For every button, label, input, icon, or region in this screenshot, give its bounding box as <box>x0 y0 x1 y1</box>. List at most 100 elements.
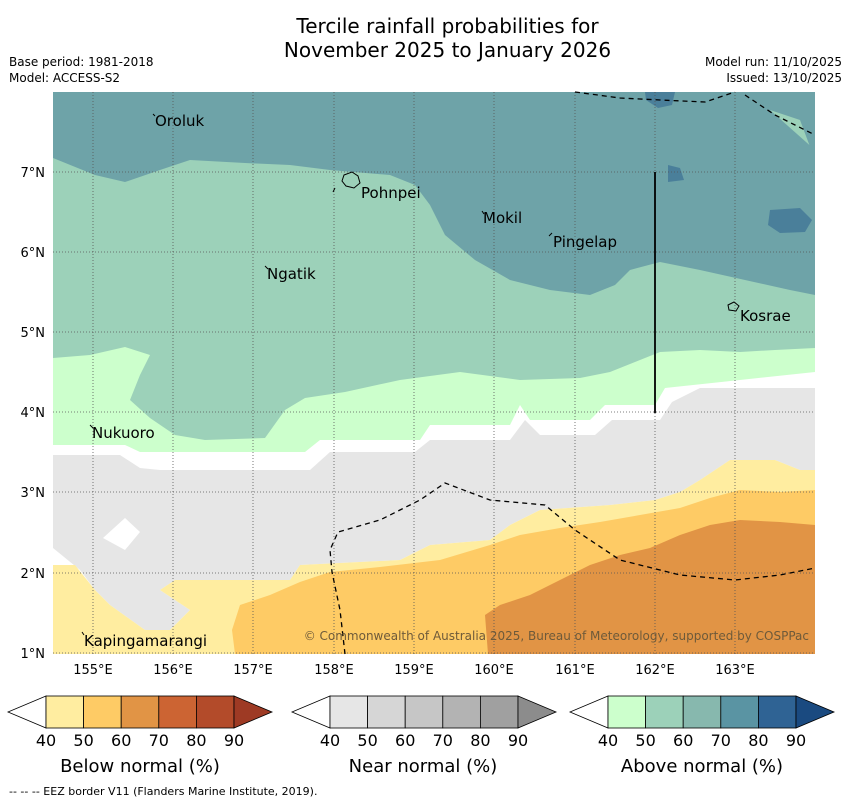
model-name: Model: ACCESS-S2 <box>9 71 121 85</box>
label-pingelap: Pingelap <box>553 233 617 251</box>
near-tick-40: 40 <box>320 731 340 750</box>
colorbar-above-label: Above normal (%) <box>620 756 784 777</box>
issued-date: Issued: 13/10/2025 <box>726 71 842 85</box>
lon-label-155: 155°E <box>73 663 113 678</box>
near-lower-extend <box>290 695 331 729</box>
probability-field <box>53 92 815 654</box>
atoll-markers <box>81 113 553 636</box>
above-segment-1 <box>645 695 684 729</box>
below-tick-90: 90 <box>224 731 244 750</box>
pohnpei-outline <box>341 171 361 189</box>
zone-above-70 <box>53 92 815 295</box>
below-segment-0 <box>45 695 84 729</box>
title-line-1: Tercile rainfall probabilities for <box>296 14 599 38</box>
lon-label-162: 162°E <box>635 663 675 678</box>
above-tick-60: 60 <box>673 731 693 750</box>
label-kosrae: Kosrae <box>740 307 791 325</box>
label-ngatik: Ngatik <box>267 265 316 283</box>
colorbar-below-label: Below normal (%) <box>60 756 220 777</box>
above-tick-50: 50 <box>635 731 655 750</box>
model-run: Model run: 11/10/2025 <box>704 55 842 69</box>
lon-label-158: 158°E <box>314 663 354 678</box>
below-segment-3 <box>158 695 197 729</box>
below-segment-1 <box>83 695 122 729</box>
lon-label-157: 157°E <box>233 663 273 678</box>
label-oroluk: Oroluk <box>155 112 204 130</box>
above-lower-extend <box>568 695 609 729</box>
colorbar-above-normal: 40 50 60 70 80 90 <box>568 695 836 750</box>
label-kapingamarangi: Kapingamarangi <box>84 632 207 650</box>
zone-near-50 <box>53 388 815 630</box>
lon-label-161: 161°E <box>555 663 595 678</box>
copyright-notice: © Commonwealth of Australia 2025, Bureau… <box>304 629 809 643</box>
near-segment-1 <box>367 695 406 729</box>
lat-label-4: 4°N <box>21 406 46 421</box>
mokil-marker <box>481 210 485 215</box>
near-segment-2 <box>404 695 444 729</box>
above-upper-extend <box>795 695 836 729</box>
kosrae-outline <box>727 301 740 312</box>
longitude-labels: 155°E 156°E 157°E 158°E 159°E 160°E 161°… <box>73 663 755 678</box>
near-segment-0 <box>329 695 368 729</box>
label-nukuoro: Nukuoro <box>92 424 155 442</box>
title-line-2: November 2025 to January 2026 <box>283 38 612 62</box>
colorbar-near-normal: 40 50 60 70 80 90 <box>290 695 558 750</box>
kapingamarangi-marker <box>81 631 85 636</box>
lat-label-7: 7°N <box>21 166 46 181</box>
above-tick-90: 90 <box>786 731 806 750</box>
near-segment-3 <box>442 695 481 729</box>
below-lower-extend <box>6 695 47 729</box>
above-segment-4 <box>758 695 797 729</box>
lon-label-159: 159°E <box>394 663 434 678</box>
near-tick-50: 50 <box>357 731 377 750</box>
lon-label-160: 160°E <box>474 663 514 678</box>
below-upper-extend <box>233 695 274 729</box>
above-tick-70: 70 <box>711 731 731 750</box>
colorbar-below-normal: 40 50 60 70 80 90 <box>6 695 274 750</box>
above-segment-0 <box>607 695 646 729</box>
colorbar-near-label: Near normal (%) <box>348 756 498 777</box>
lat-label-2: 2°N <box>21 567 46 582</box>
near-tick-90: 90 <box>508 731 528 750</box>
eez-border-northeast <box>744 94 816 136</box>
graticule <box>53 92 815 654</box>
lat-label-3: 3°N <box>21 486 46 501</box>
nukuoro-marker <box>89 424 94 429</box>
latitude-labels: 7°N 6°N 5°N 4°N 3°N 2°N 1°N <box>21 166 46 662</box>
above-tick-40: 40 <box>598 731 618 750</box>
near-tick-80: 80 <box>470 731 490 750</box>
below-tick-50: 50 <box>73 731 93 750</box>
lat-label-5: 5°N <box>21 326 46 341</box>
ngatik-marker <box>264 265 269 270</box>
label-mokil: Mokil <box>483 209 522 227</box>
oroluk-marker <box>152 113 156 117</box>
pingelap-marker <box>548 232 553 237</box>
eez-footnote: -- -- -- EEZ border V11 (Flanders Marine… <box>9 785 318 798</box>
meta-right: Model run: 11/10/2025 Issued: 13/10/2025 <box>705 54 842 86</box>
place-labels: Oroluk Pohnpei Mokil Pingelap Ngatik Kos… <box>84 112 791 650</box>
below-tick-40: 40 <box>36 731 56 750</box>
eez-border-south <box>329 482 816 655</box>
zone-above-80-b <box>668 165 684 182</box>
above-segment-3 <box>720 695 759 729</box>
zone-below-70 <box>485 520 815 654</box>
near-tick-60: 60 <box>395 731 415 750</box>
below-segment-4 <box>195 695 235 729</box>
above-segment-2 <box>682 695 722 729</box>
near-tick-70: 70 <box>433 731 453 750</box>
zone-near-hole <box>103 518 140 550</box>
lat-label-6: 6°N <box>21 246 46 261</box>
map-title: Tercile rainfall probabilities for Novem… <box>0 14 850 62</box>
below-tick-70: 70 <box>149 731 169 750</box>
label-pohnpei: Pohnpei <box>361 184 421 202</box>
pohnpei-islet <box>332 187 336 193</box>
below-segment-2 <box>120 695 160 729</box>
lon-label-163: 163°E <box>715 663 755 678</box>
eez-border-north <box>574 91 736 103</box>
near-segment-4 <box>479 695 519 729</box>
near-upper-extend <box>517 695 558 729</box>
meta-left: Base period: 1981-2018 Model: ACCESS-S2 <box>9 54 154 86</box>
lat-label-1: 1°N <box>21 647 46 662</box>
below-tick-60: 60 <box>111 731 131 750</box>
